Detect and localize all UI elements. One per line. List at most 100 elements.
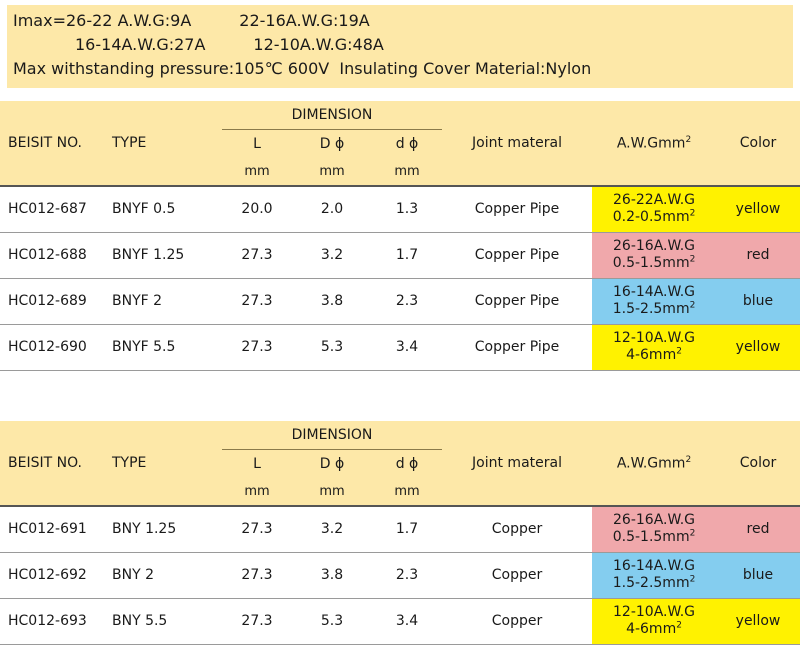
cell-type: BNYF 5.5 xyxy=(106,324,222,371)
awg-section: 4-6mm2 xyxy=(626,620,682,637)
header-awg: A.W.Gmm2 xyxy=(616,454,692,472)
table-row: HC012-687 BNYF 0.5 20.0 2.0 1.3 Copper Pipe 26… xyxy=(0,185,800,233)
cell-beisit-no: HC012-692 xyxy=(0,552,106,599)
awg-gauge: 26-16A.W.G xyxy=(613,238,696,254)
table-row: HC012-688 BNYF 1.25 27.3 3.2 1.7 Copper Pipe 2… xyxy=(0,232,800,279)
awg-section: 0.5-1.5mm2 xyxy=(612,528,696,546)
cell-awg: 12-10A.W.G 4-6mm2 xyxy=(592,324,717,371)
cell-d: 2.3 xyxy=(372,278,443,325)
cell-L: 27.3 xyxy=(222,505,292,553)
cell-awg: 12-10A.W.G 4-6mm2 xyxy=(592,598,717,645)
table-row: HC012-693 BNY 5.5 27.3 5.3 3.4 Copper 12-10A.W… xyxy=(0,598,800,645)
cell-awg: 26-22A.W.G 0.2-0.5mm2 xyxy=(592,185,717,233)
table-row: HC012-691 BNY 1.25 27.3 3.2 1.7 Copper 26-16A.… xyxy=(0,505,800,553)
header-dimension: DIMENSION xyxy=(222,101,443,130)
awg-section: 1.5-2.5mm2 xyxy=(612,574,696,591)
cell-color: yellow xyxy=(716,324,800,371)
specifications-box: Imax=26-22 A.W.G:9A 22-16A.W.G:19A 16-14A… xyxy=(7,5,793,88)
awg-gauge: 16-14A.W.G xyxy=(613,558,696,574)
cell-L: 27.3 xyxy=(222,232,292,279)
cell-L: 27.3 xyxy=(222,278,292,325)
cell-joint-material: Copper Pipe xyxy=(442,324,593,371)
cell-beisit-no: HC012-693 xyxy=(0,598,106,645)
unit-D: mm xyxy=(319,484,345,499)
spec-imax-12-10: 12-10A.W.G:48A xyxy=(253,35,384,54)
cell-joint-material: Copper xyxy=(442,505,593,553)
awg-section: 4-6mm2 xyxy=(626,346,682,363)
header-type: TYPE xyxy=(112,455,147,471)
cell-L: 27.3 xyxy=(222,552,292,599)
header-beisit-no: BEISIT NO. xyxy=(8,455,82,471)
awg-gauge: 12-10A.W.G xyxy=(613,604,696,620)
spec-line-3: Max withstanding pressure:105℃ 600V Insu… xyxy=(13,59,592,78)
awg-gauge: 12-10A.W.G xyxy=(613,330,696,346)
cell-L: 27.3 xyxy=(222,598,292,645)
cell-awg: 26-16A.W.G 0.5-1.5mm2 xyxy=(592,505,717,553)
cell-color: yellow xyxy=(716,185,800,233)
header-color: Color xyxy=(739,455,777,471)
header-type: TYPE xyxy=(112,135,147,151)
unit-d: mm xyxy=(394,484,420,499)
cell-L: 20.0 xyxy=(222,185,292,233)
cell-color: red xyxy=(716,505,800,553)
unit-D: mm xyxy=(319,164,345,179)
cell-joint-material: Copper xyxy=(442,552,593,599)
cell-color: yellow xyxy=(716,598,800,645)
cell-awg: 16-14A.W.G 1.5-2.5mm2 xyxy=(592,552,717,599)
header-D: D ϕ xyxy=(319,456,345,472)
table-row: HC012-689 BNYF 2 27.3 3.8 2.3 Copper Pipe 16-1… xyxy=(0,278,800,325)
cell-d: 3.4 xyxy=(372,598,443,645)
cell-d: 2.3 xyxy=(372,552,443,599)
spec-imax-16-14: 16-14A.W.G:27A xyxy=(75,35,206,54)
header-joint-material: Joint materal xyxy=(472,455,562,471)
header-dimension: DIMENSION xyxy=(222,421,443,450)
unit-L: mm xyxy=(244,484,270,499)
header-D: D ϕ xyxy=(319,136,345,152)
cell-D: 3.2 xyxy=(292,232,372,279)
cell-d: 3.4 xyxy=(372,324,443,371)
cell-L: 27.3 xyxy=(222,324,292,371)
cell-D: 3.2 xyxy=(292,505,372,553)
header-awg: A.W.Gmm2 xyxy=(616,134,692,152)
cell-D: 5.3 xyxy=(292,598,372,645)
header-d: d ϕ xyxy=(395,456,419,472)
cell-beisit-no: HC012-687 xyxy=(0,185,106,233)
cell-color: red xyxy=(716,232,800,279)
cell-joint-material: Copper Pipe xyxy=(442,185,593,233)
awg-section: 1.5-2.5mm2 xyxy=(612,300,696,317)
cell-awg: 26-16A.W.G 0.5-1.5mm2 xyxy=(592,232,717,279)
cell-type: BNY 1.25 xyxy=(106,505,222,553)
awg-gauge: 16-14A.W.G xyxy=(613,284,696,300)
awg-gauge: 26-22A.W.G xyxy=(613,192,696,209)
cell-joint-material: Copper xyxy=(442,598,593,645)
cell-d: 1.3 xyxy=(372,185,443,233)
cell-type: BNY 5.5 xyxy=(106,598,222,645)
unit-d: mm xyxy=(394,164,420,179)
header-d: d ϕ xyxy=(395,136,419,152)
cell-D: 3.8 xyxy=(292,552,372,599)
cell-D: 2.0 xyxy=(292,185,372,233)
cell-color: blue xyxy=(716,552,800,599)
cell-joint-material: Copper Pipe xyxy=(442,232,593,279)
awg-section: 0.2-0.5mm2 xyxy=(612,208,696,226)
cell-D: 3.8 xyxy=(292,278,372,325)
cell-joint-material: Copper Pipe xyxy=(442,278,593,325)
table-row: HC012-690 BNYF 5.5 27.3 5.3 3.4 Copper Pipe 12… xyxy=(0,324,800,371)
cell-beisit-no: HC012-688 xyxy=(0,232,106,279)
terminal-table-2: BEISIT NO. TYPE DIMENSION Joint materal … xyxy=(0,421,800,645)
header-L: L xyxy=(253,136,261,152)
spec-line-1: Imax=26-22 A.W.G:9A 22-16A.W.G:19A xyxy=(13,9,793,33)
cell-beisit-no: HC012-690 xyxy=(0,324,106,371)
unit-L: mm xyxy=(244,164,270,179)
cell-awg: 16-14A.W.G 1.5-2.5mm2 xyxy=(592,278,717,325)
spec-line-2: 16-14A.W.G:27A 12-10A.W.G:48A xyxy=(13,33,793,57)
cell-type: BNYF 1.25 xyxy=(106,232,222,279)
cell-d: 1.7 xyxy=(372,232,443,279)
header-color: Color xyxy=(739,135,777,151)
spec-imax-26-22: Imax=26-22 A.W.G:9A xyxy=(13,11,192,30)
cell-beisit-no: HC012-691 xyxy=(0,505,106,553)
cell-type: BNY 2 xyxy=(106,552,222,599)
cell-d: 1.7 xyxy=(372,505,443,553)
table-row: HC012-692 BNY 2 27.3 3.8 2.3 Copper 16-14A.W.G… xyxy=(0,552,800,599)
cell-D: 5.3 xyxy=(292,324,372,371)
